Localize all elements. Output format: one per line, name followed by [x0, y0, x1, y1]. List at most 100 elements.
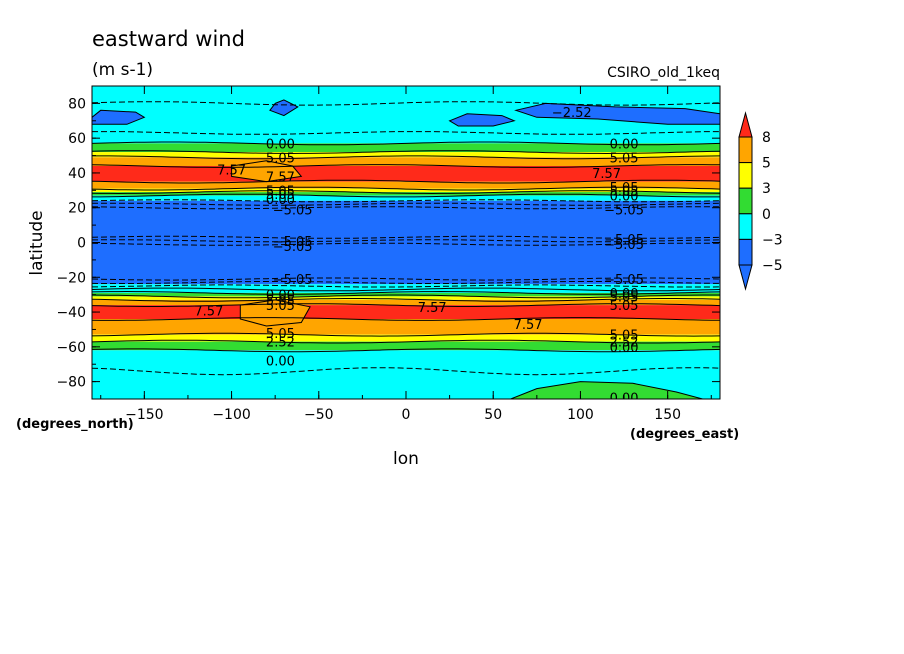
contour-label: 0.00 — [610, 137, 639, 152]
filled-band — [92, 152, 720, 158]
contour-label: 5.05 — [266, 151, 295, 166]
filled-blobs — [92, 99, 720, 399]
filled-band — [92, 143, 720, 153]
contour-label: 7.57 — [194, 304, 223, 319]
filled-band — [92, 188, 720, 193]
x-tick-label: 100 — [567, 407, 594, 423]
chart-units: (m s-1) — [92, 60, 153, 80]
contour-label: 5.05 — [610, 299, 639, 314]
contour-negative — [92, 281, 720, 284]
contour-lines — [92, 101, 720, 376]
colorbar-segment — [738, 238, 753, 266]
contour-label: 7.57 — [592, 167, 621, 182]
contour-label: 0.00 — [266, 137, 295, 152]
colorbar-label: 5 — [762, 156, 771, 172]
contour-label: 0.00 — [610, 341, 639, 356]
contour-label: 5.05 — [266, 184, 295, 199]
contour-positive — [92, 150, 720, 155]
contour-labels: −2.520.005.057.57 7.575.055.050.00−5.05−5… — [194, 106, 644, 399]
filled-band — [92, 296, 720, 300]
contour-negative — [92, 101, 720, 106]
x-axis: −150 −100 −50 0 50 100 150 — [100, 86, 712, 423]
model-label: CSIRO_old_1keq — [607, 65, 720, 81]
colorbar-segment — [738, 162, 753, 189]
contour-positive — [92, 348, 720, 353]
arctic-pocket — [92, 109, 146, 125]
x-unit-label: (degrees_east) — [630, 427, 739, 442]
contour-positive — [92, 332, 720, 337]
x-tick-label: 50 — [484, 407, 502, 423]
contour-label: 2.52 — [266, 336, 295, 351]
colorbar-segment — [738, 213, 753, 240]
contour-negative — [92, 277, 720, 281]
x-axis-label: lon — [393, 449, 419, 469]
contour-negative — [92, 242, 720, 246]
contour-label: 5.05 — [610, 329, 639, 344]
colorbar: 8 5 3 0 −3 −5 — [738, 111, 783, 291]
contour-label: 5.05 — [610, 181, 639, 196]
colorbar-label: 3 — [762, 181, 771, 197]
colorbar-label: 8 — [762, 130, 771, 146]
contour-positive — [92, 186, 720, 191]
y-tick-label: −20 — [56, 270, 86, 286]
contour-label: −5.05 — [273, 203, 313, 218]
contour-label: −5.05 — [604, 203, 644, 218]
filled-band — [92, 192, 720, 196]
contour-positive — [92, 294, 720, 299]
contour-label: 5.05 — [266, 299, 295, 314]
filled-band — [92, 200, 720, 285]
filled-band — [92, 341, 720, 351]
colorbar-label: −5 — [762, 258, 783, 274]
contour-label: 0.00 — [610, 287, 639, 302]
filled-band — [92, 181, 720, 189]
x-tick-label: −50 — [304, 407, 334, 423]
arctic-pocket — [514, 102, 720, 125]
contour-positive — [92, 339, 720, 344]
contour-positive — [92, 317, 720, 321]
x-tick-label: 0 — [402, 407, 411, 423]
plot-area: −2.520.005.057.57 7.575.055.050.00−5.05−5… — [92, 86, 720, 399]
filled-band — [92, 284, 720, 293]
contour-negative — [92, 199, 720, 203]
contour-negative — [92, 131, 720, 135]
contour-positive — [92, 155, 720, 160]
contour-negative — [92, 202, 720, 206]
y-tick-label: −80 — [56, 375, 86, 391]
contour-positive — [92, 287, 720, 292]
contour-label: 5.05 — [610, 151, 639, 166]
filled-band — [92, 319, 720, 335]
y-tick-label: 60 — [68, 131, 86, 147]
y-tick-label: −40 — [56, 305, 86, 321]
contour-negative — [92, 239, 720, 243]
colorbar-segment — [738, 136, 753, 164]
contour-label: −5.05 — [604, 238, 644, 253]
filled-band — [92, 195, 720, 201]
contour-label: 5.05 — [266, 327, 295, 342]
contour-label: −5.05 — [273, 273, 313, 288]
nh-jet-break — [231, 160, 303, 183]
x-tick-label: 150 — [654, 407, 681, 423]
y-tick-label: 80 — [68, 96, 86, 112]
colorbar-label: −3 — [762, 232, 783, 248]
colorbar-arrow-top — [738, 111, 753, 138]
y-axis: −80 −60 −40 −20 0 20 40 60 80 — [56, 85, 720, 400]
y-tick-label: −60 — [56, 340, 86, 356]
contour-positive — [92, 164, 720, 168]
antarctic-green — [510, 381, 703, 399]
arctic-pocket — [269, 99, 299, 117]
arctic-pocket — [448, 113, 516, 127]
y-tick-label: 40 — [68, 166, 86, 182]
contour-positive — [92, 179, 720, 184]
x-tick-label: −150 — [125, 407, 163, 423]
filled-band — [92, 334, 720, 342]
contour-label: 0.00 — [266, 355, 295, 370]
contour-label: 7.57 — [418, 301, 447, 316]
contour-label: 7.57 — [266, 170, 295, 185]
y-axis-label: latitude — [27, 210, 47, 275]
contour-label: 0.00 — [266, 193, 295, 208]
contour-positive — [92, 141, 720, 146]
contour-label: −5.05 — [604, 233, 644, 248]
filled-band — [92, 157, 720, 166]
y-tick-label: 0 — [77, 236, 86, 252]
